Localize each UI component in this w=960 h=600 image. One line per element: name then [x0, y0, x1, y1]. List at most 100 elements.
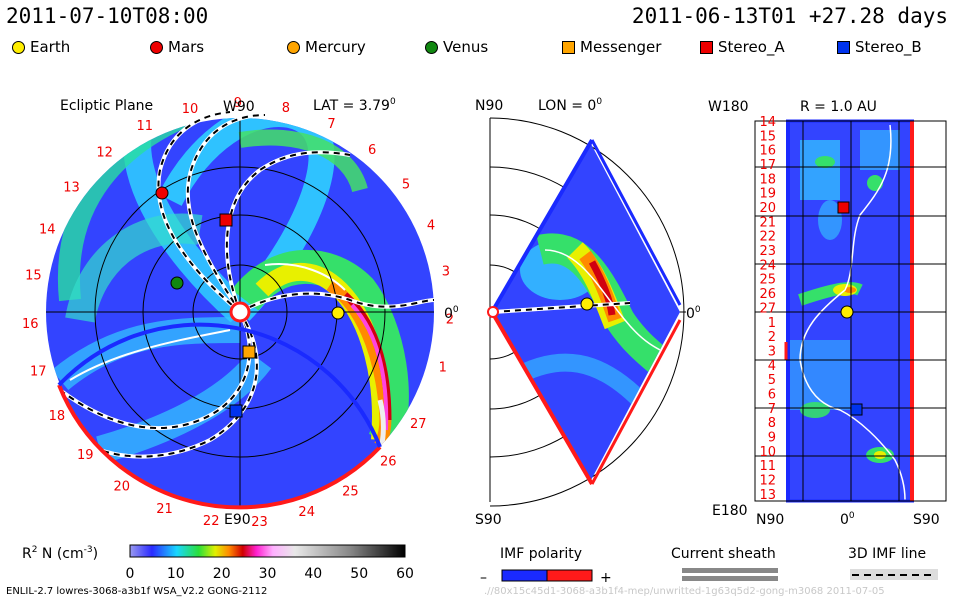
stereo-a-marker: [219, 213, 233, 227]
sun-icon: [229, 301, 251, 323]
radial-y-tick-9: 9: [768, 431, 776, 446]
radial-y-tick-8: 8: [768, 416, 776, 431]
current-sheath-title: Current sheath: [671, 546, 776, 562]
polarity-arc-negative: [57, 384, 382, 510]
colorbar-tick-0: 0: [126, 566, 135, 582]
colorbar-gradient: [129, 544, 406, 558]
radial-y-tick-18: 18: [759, 172, 776, 187]
radial-bottom-label: E180: [712, 503, 748, 519]
imf-line-key: 3D IMF line: [848, 546, 938, 580]
radial-y-tick-23: 23: [759, 244, 776, 259]
radial-x-tick-s90: S90: [913, 512, 940, 528]
run-time-offset: 2011-06-13T01 +27.28 days: [631, 4, 948, 28]
radial-x-tick-zero: 00: [840, 511, 855, 528]
meridional-title: LON = 00: [538, 97, 602, 114]
carrington-tick-25: 25: [342, 485, 359, 500]
radial-y-tick-7: 7: [768, 402, 776, 417]
meridional-bottom-label: S90: [475, 512, 502, 528]
legend-venus: Venus: [425, 38, 488, 56]
venus-marker-icon: [425, 40, 438, 54]
meridional-panel: N90 LON = 00 S90 00: [475, 97, 701, 528]
imf-line-title: 3D IMF line: [848, 546, 926, 562]
radial-y-tick-5: 5: [768, 373, 776, 388]
ecliptic-title: Ecliptic Plane: [60, 98, 153, 114]
carrington-tick-7: 7: [327, 117, 335, 132]
model-info: ENLIL-2.7 lowres-3068-a3b1f WSA_V2.2 GON…: [6, 586, 268, 597]
messenger-marker-icon: [562, 40, 575, 54]
radial-y-tick-14: 14: [759, 115, 776, 130]
carrington-tick-23: 23: [251, 515, 268, 530]
radial-map-density: [786, 121, 914, 501]
mars-marker: [155, 186, 169, 200]
radial-y-tick-22: 22: [759, 230, 776, 245]
carrington-tick-14: 14: [39, 222, 56, 237]
carrington-tick-15: 15: [25, 269, 42, 284]
radial-y-tick-6: 6: [768, 388, 776, 403]
run-id-watermark: .//80x15c45d1-3068-a3b1f4-mep/unwritted-…: [484, 586, 885, 597]
radial-title: R = 1.0 AU: [800, 99, 877, 115]
radial-stereo-b-marker: [850, 403, 863, 416]
carrington-tick-1: 1: [439, 360, 447, 375]
meridional-top-label: N90: [475, 98, 503, 114]
carrington-tick-13: 13: [63, 181, 80, 196]
carrington-tick-26: 26: [380, 455, 397, 470]
venus-marker: [170, 276, 184, 290]
legend-stereo-b: Stereo_B: [837, 38, 922, 56]
radial-y-tick-1: 1: [768, 316, 776, 331]
carrington-tick-11: 11: [137, 119, 154, 134]
radial-y-tick-2: 2: [768, 330, 776, 345]
carrington-tick-12: 12: [96, 146, 113, 161]
radial-y-tick-19: 19: [759, 187, 776, 202]
carrington-tick-2: 2: [446, 313, 454, 328]
carrington-tick-27: 27: [410, 417, 427, 432]
imf-minus-label: –: [480, 570, 487, 586]
colorbar-tick-20: 20: [213, 566, 231, 582]
polarity-arc-positive: [57, 322, 382, 448]
radial-map-panel: 1415161718192021222324252627123456789101…: [708, 99, 947, 528]
stereo-b-marker: [229, 404, 243, 418]
carrington-tick-3: 3: [442, 265, 450, 280]
radial-y-tick-17: 17: [759, 158, 776, 173]
ecliptic-top-label: W90: [223, 99, 255, 115]
sheath-line-lower: [682, 576, 778, 581]
radial-y-tick-10: 10: [759, 445, 776, 460]
carrington-tick-24: 24: [298, 505, 315, 520]
colorbar-label: R2 N (cm-3): [22, 545, 98, 562]
legend-mars: Mars: [150, 38, 204, 56]
radial-earth-marker: [840, 305, 854, 319]
colorbar-tick-60: 60: [396, 566, 414, 582]
carrington-tick-18: 18: [49, 409, 66, 424]
radial-y-tick-16: 16: [759, 144, 776, 159]
radial-y-tick-20: 20: [759, 201, 776, 216]
radial-y-tick-21: 21: [759, 215, 776, 230]
stereo-b-marker-icon: [837, 40, 850, 54]
current-sheath-key: Current sheath: [671, 546, 778, 581]
colorbar-tick-40: 40: [304, 566, 322, 582]
density-colorbar: R2 N (cm-3) 0 10 20 30 40 50 60: [22, 544, 414, 582]
latitude-label: LAT = 3.790: [313, 97, 396, 114]
radial-stereo-a-marker: [837, 201, 850, 214]
radial-y-tick-15: 15: [759, 129, 776, 144]
imf-polarity-title: IMF polarity: [500, 546, 582, 562]
imf-plus-label: +: [600, 570, 612, 586]
radial-y-tick-24: 24: [759, 258, 776, 273]
legend-stereo-a: Stereo_A: [700, 38, 785, 56]
imf-positive-swatch: [546, 569, 593, 582]
legend-mercury: Mercury: [287, 38, 366, 56]
carrington-tick-4: 4: [427, 219, 435, 234]
colorbar-tick-labels: 0 10 20 30 40 50 60: [126, 566, 414, 582]
carrington-tick-9: 9: [234, 96, 242, 111]
radial-y-tick-26: 26: [759, 287, 776, 302]
earth-marker: [331, 306, 345, 320]
carrington-tick-20: 20: [114, 480, 131, 495]
ecliptic-bottom-label: E90: [224, 512, 251, 528]
imf-polarity-key: IMF polarity – +: [480, 546, 612, 586]
imf-negative-swatch: [501, 569, 548, 582]
radial-y-tick-25: 25: [759, 273, 776, 288]
mars-marker-icon: [150, 40, 163, 54]
meridional-earth-marker: [580, 297, 594, 311]
radial-y-tick-3: 3: [768, 344, 776, 359]
radial-x-tick-n90: N90: [756, 512, 784, 528]
